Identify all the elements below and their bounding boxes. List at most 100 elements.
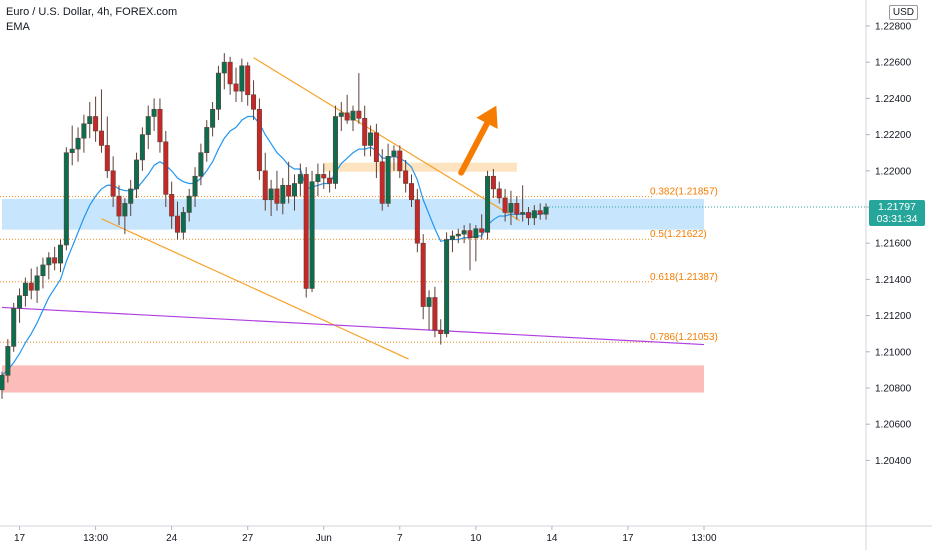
candle [256,98,262,180]
candle [81,114,87,153]
candle [75,127,81,162]
candle [297,163,303,197]
candle-body [256,108,262,172]
candle-body [151,108,157,117]
candle [0,371,5,399]
candle-body [315,174,321,182]
candle-body [52,257,58,264]
candle-body [385,156,391,204]
candle-body [204,127,210,154]
candle-body [274,188,280,204]
candle [239,58,245,103]
x-tick-label: 17 [14,533,26,544]
x-tick-label: 13:00 [83,533,108,544]
candle-body [286,184,292,197]
candle [210,102,216,137]
candle-body [251,94,257,110]
candle-body [145,116,151,135]
candle [403,159,409,193]
candle-body [268,188,274,201]
candle [69,125,75,166]
candle-body [362,118,368,146]
candle-body [391,150,397,157]
candle [52,246,58,271]
candle [5,339,11,383]
candle [379,149,385,211]
candle [286,161,292,204]
candle-body [350,110,356,121]
x-tick-label: 13:00 [691,533,716,544]
candle [87,102,93,139]
candle [490,168,496,198]
candle [444,232,450,338]
candle [104,116,110,179]
candle [332,105,338,189]
candle [438,319,444,345]
candle-body [22,282,28,296]
candle [397,145,403,179]
fib-label-2: 0.618(1.21387) [650,272,718,283]
candle-body [525,212,531,219]
candle [385,143,391,207]
candle-body [490,175,496,190]
candle-body [0,375,5,391]
fib-label-0: 0.382(1.21857) [650,187,718,198]
candle [508,190,514,226]
candle-body [163,141,169,195]
candle-body [134,159,140,190]
x-tick-label: 17 [622,533,634,544]
currency-button[interactable]: USD [888,5,918,20]
candle-body [332,116,338,184]
candle-body [186,195,192,213]
candle [116,185,122,226]
candle-body [169,194,175,217]
y-tick-label: 1.21400 [875,275,912,286]
trend-arrow-shaft [458,120,491,176]
plot-area [0,53,866,399]
candle-body [338,112,344,117]
y-tick-label: 1.22400 [875,94,912,105]
candle [151,98,157,131]
candle [373,123,379,179]
candle-body [245,65,251,96]
zone-orange [323,162,517,172]
candle [233,67,239,103]
candle [338,102,344,131]
candle [17,288,23,323]
candle [40,257,46,289]
candle-body [239,65,245,92]
candle [496,181,502,204]
candle [362,105,368,157]
candle [321,163,327,189]
candle [414,188,420,253]
candle-body [11,308,17,347]
candle [274,170,280,211]
candle-body [75,137,81,150]
y-tick-label: 1.20600 [875,420,912,431]
candle-body [420,242,426,307]
indicator-label[interactable]: EMA [6,21,30,33]
candle [11,302,17,352]
y-tick-label: 1.20800 [875,384,912,395]
candle-body [543,206,549,215]
candle-body [473,228,479,239]
candle [110,156,116,207]
candle [514,196,520,220]
candle-body [438,329,444,334]
candle-body [432,297,438,331]
candle [145,105,151,150]
candle-body [408,183,414,201]
candle-body [128,188,134,204]
candle [227,56,233,95]
candle [204,120,210,162]
candle-body [198,152,204,177]
candle-body [63,152,69,246]
candle [420,234,426,320]
candle-body [262,170,268,201]
candle [186,188,192,222]
candle-body [379,161,385,204]
candle [303,167,309,298]
y-tick-label: 1.22600 [875,58,912,69]
